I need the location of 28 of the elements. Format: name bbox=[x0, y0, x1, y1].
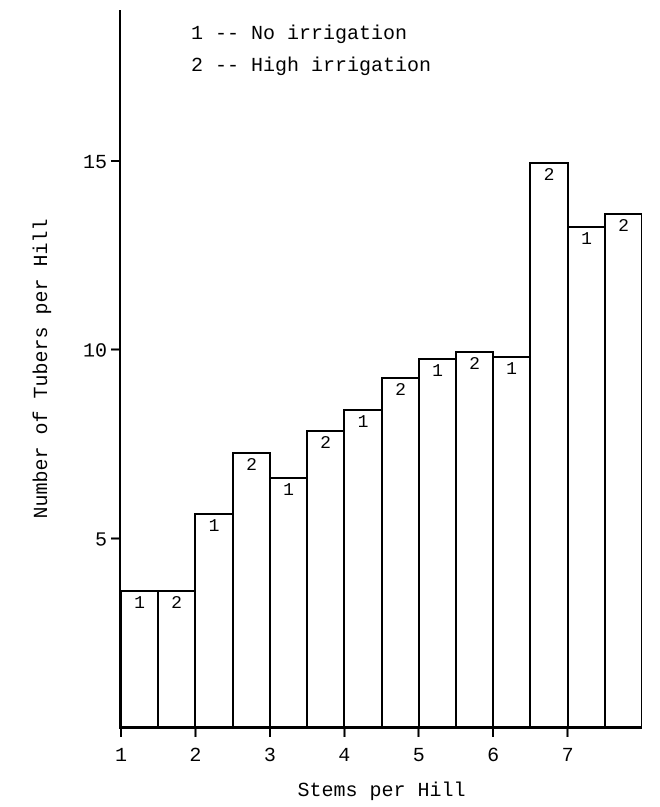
x-tick-label: 5 bbox=[412, 745, 425, 768]
x-tick-label: 7 bbox=[562, 745, 574, 768]
annotation: 1 -- No irrigation bbox=[191, 23, 408, 46]
y-tick-label: 15 bbox=[82, 152, 107, 175]
x-tick-label: 2 bbox=[189, 745, 202, 768]
text: 1 bbox=[208, 517, 220, 537]
y-tick-label: 10 bbox=[82, 340, 107, 364]
text: 2 bbox=[544, 166, 554, 186]
text: 1 bbox=[581, 230, 592, 250]
series-label: 1 bbox=[134, 594, 145, 614]
y-axis-title: Number of Tubers per Hill bbox=[30, 218, 54, 519]
text: 2 bbox=[246, 456, 257, 476]
x-tick-label: 4 bbox=[338, 745, 350, 768]
x-axis-title: Stems per Hill bbox=[297, 780, 466, 803]
text: 2 bbox=[618, 217, 629, 237]
text: 1 bbox=[506, 360, 517, 380]
text: 2 bbox=[395, 381, 406, 401]
x-tick-label: 6 bbox=[487, 745, 500, 768]
series-label: 2 bbox=[171, 594, 182, 614]
text: 1 bbox=[358, 413, 368, 433]
text: 1 bbox=[432, 362, 443, 382]
x-tick-label: 3 bbox=[264, 745, 276, 768]
x-tick-label: 1 bbox=[114, 745, 128, 768]
text: 2 bbox=[320, 434, 331, 454]
y-tick-label: 5 bbox=[94, 529, 107, 552]
text: 1 bbox=[283, 481, 294, 501]
text: 2 bbox=[469, 355, 480, 375]
annotation: 2 -- High irrigation bbox=[191, 55, 432, 78]
